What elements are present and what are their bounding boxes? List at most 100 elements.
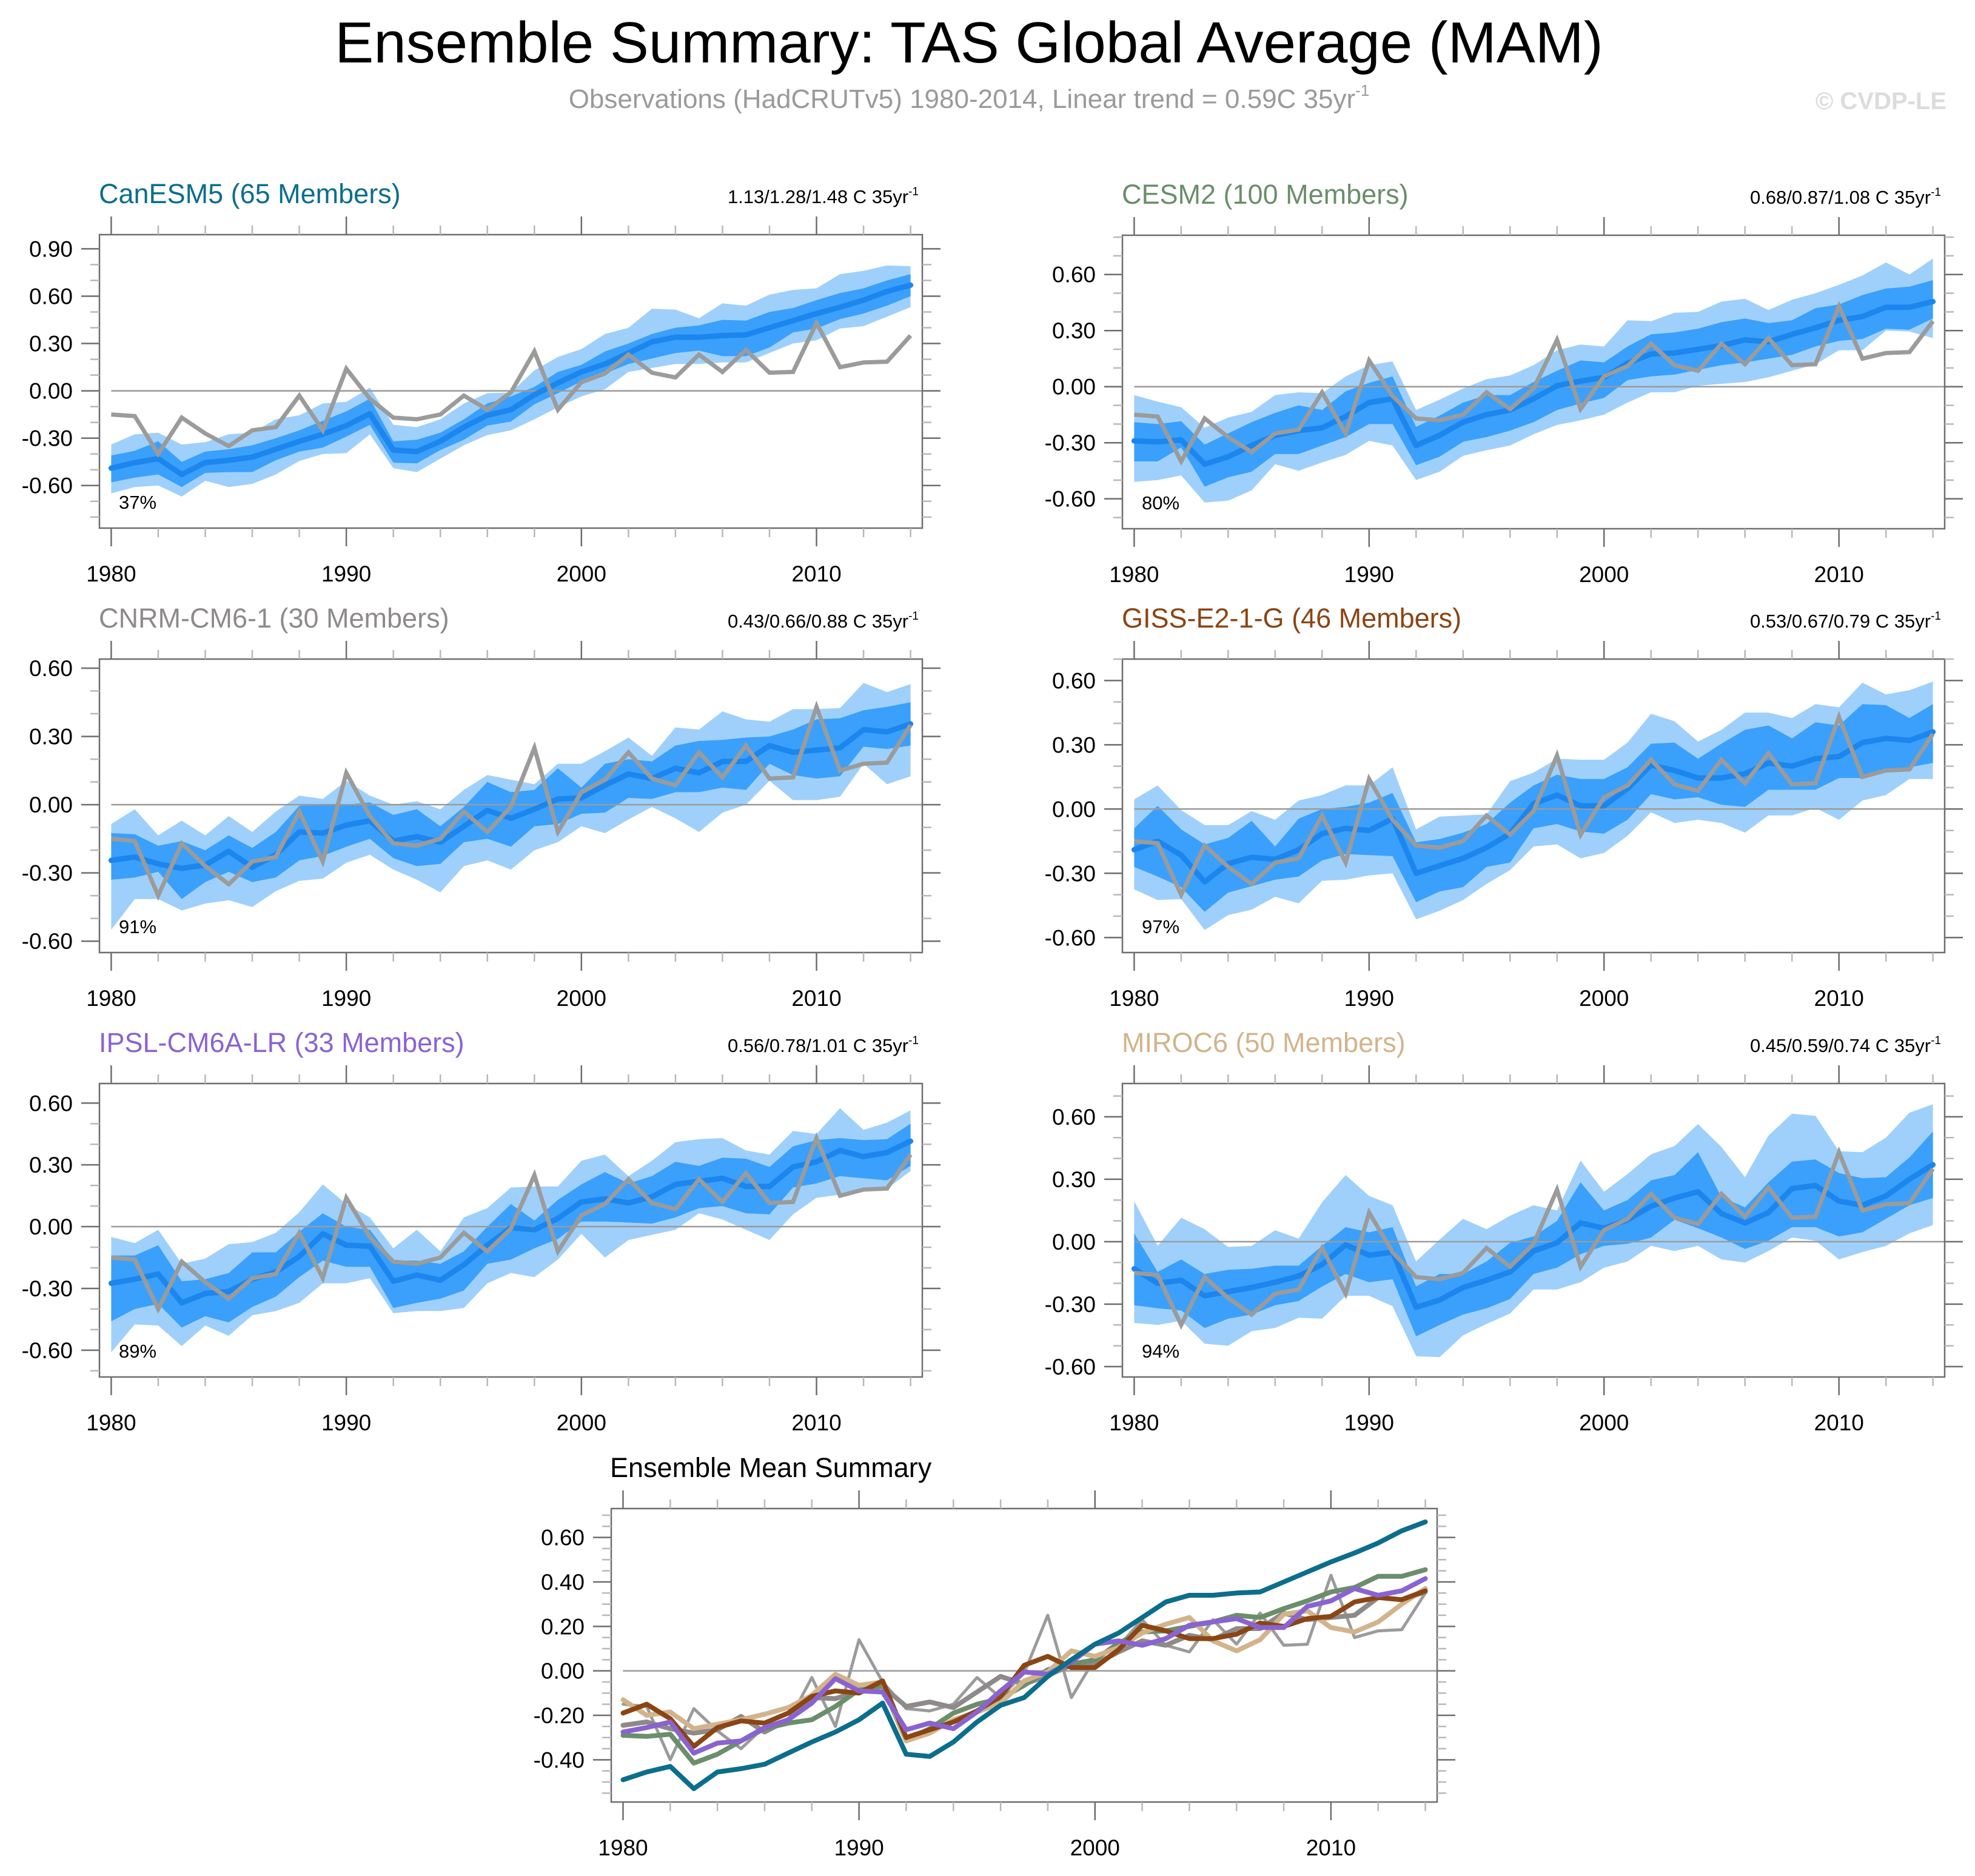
y-tick-label: 0.00 [29, 1214, 73, 1239]
y-tick-label: 0.60 [1052, 263, 1096, 287]
y-tick-label: 0.30 [1052, 732, 1096, 757]
y-tick-label: -0.60 [1045, 925, 1096, 950]
x-tick-label: 1980 [598, 1835, 648, 1860]
x-tick-label: 2010 [1814, 1410, 1864, 1435]
trend-superscript: -1 [1931, 610, 1941, 623]
x-tick-label: 1990 [834, 1835, 884, 1860]
inner-spread-band [1134, 280, 1933, 487]
percent-rank-label: 94% [1142, 1341, 1179, 1362]
x-tick-label: 2010 [791, 1410, 841, 1435]
plot-frame [98, 1082, 924, 1378]
y-tick-label: -0.60 [1045, 487, 1096, 512]
x-tick-label: 1980 [86, 986, 136, 1011]
trend-label: 0.53/0.67/0.79 C 35yr-1 [1750, 610, 1941, 632]
panel-miroc6: MIROC6 (50 Members) 0.45/0.59/0.74 C 35yr… [1045, 1027, 1963, 1435]
y-tick-label: -0.30 [22, 861, 73, 886]
trend-label: 0.68/0.87/1.08 C 35yr-1 [1750, 186, 1941, 208]
percent-rank-label: 80% [1142, 492, 1179, 514]
panel-canesm5: CanESM5 (65 Members) 1.13/1.28/1.48 C 35y… [22, 178, 941, 586]
y-tick-label: -0.30 [1045, 430, 1096, 455]
y-tick-label: 0.00 [1052, 1230, 1096, 1255]
y-tick-label: 0.00 [541, 1659, 585, 1684]
x-tick-label: 1990 [1344, 562, 1394, 587]
x-tick-label: 2000 [1579, 1410, 1629, 1435]
y-tick-label: 0.00 [29, 792, 73, 817]
y-tick-label: 0.30 [29, 332, 73, 357]
y-tick-label: 0.00 [1052, 375, 1096, 400]
y-tick-label: 0.60 [1052, 1105, 1096, 1130]
panel-title: CESM2 (100 Members) [1122, 179, 1409, 210]
plot-frame [98, 233, 924, 529]
x-tick-label: 2000 [557, 561, 606, 586]
plot-area [108, 683, 922, 930]
plot-frame [610, 1507, 1438, 1803]
y-tick-label: 0.20 [541, 1614, 585, 1639]
x-tick-label: 1980 [1109, 562, 1159, 587]
panel-title: Ensemble Mean Summary [610, 1452, 932, 1483]
panel-ipsl-cm6a-lr: IPSL-CM6A-LR (33 Members) 0.56/0.78/1.01 … [22, 1027, 941, 1435]
x-tick-label: 2010 [791, 561, 841, 586]
inner-spread-band [1134, 1131, 1933, 1337]
x-tick-label: 1990 [321, 986, 371, 1011]
x-tick-label: 1980 [86, 1410, 136, 1435]
panel-title: IPSL-CM6A-LR (33 Members) [99, 1027, 464, 1058]
y-tick-label: -0.60 [22, 929, 73, 954]
x-tick-label: 2010 [1814, 562, 1864, 587]
panel-cesm2: CESM2 (100 Members) 0.68/0.87/1.08 C 35yr… [1045, 179, 1963, 587]
trend-superscript: -1 [908, 186, 919, 198]
y-tick-label: 0.60 [29, 1091, 73, 1116]
y-tick-label: 0.30 [29, 725, 73, 749]
trend-label: 0.56/0.78/1.01 C 35yr-1 [728, 1034, 919, 1056]
y-tick-label: -0.20 [534, 1703, 585, 1728]
plot-area [108, 265, 922, 497]
plot-area [1131, 682, 1945, 930]
x-tick-label: 1990 [321, 1410, 371, 1435]
trend-label: 1.13/1.28/1.48 C 35yr-1 [728, 186, 919, 207]
x-tick-label: 2010 [791, 986, 841, 1011]
plot-frame [98, 658, 924, 954]
x-tick-label: 1980 [1109, 1410, 1159, 1435]
plot-area [620, 1519, 1437, 1791]
panel-ensemble-mean-summary: Ensemble Mean Summary 1980 1990 2000 2010 -0.… [534, 1452, 1455, 1860]
trend-value: 1.13/1.28/1.48 C 35yr [728, 186, 908, 207]
y-tick-label: -0.30 [22, 426, 73, 451]
y-tick-label: -0.30 [1045, 1292, 1096, 1317]
percent-rank-label: 89% [119, 1341, 156, 1362]
outer-spread-band [1134, 258, 1933, 503]
inner-spread-band [111, 274, 911, 487]
panels: CanESM5 (65 Members) 1.13/1.28/1.48 C 35y… [22, 178, 1963, 1860]
x-tick-label: 2000 [557, 1410, 606, 1435]
y-tick-label: 0.30 [1052, 1167, 1096, 1192]
summary-line-giss-e2-1-g [620, 1588, 1428, 1749]
copyright-label: © CVDP-LE [1816, 88, 1946, 115]
percent-rank-label: 91% [119, 916, 156, 937]
panel-giss-e2-1-g: GISS-E2-1-G (46 Members) 0.53/0.67/0.79 C… [1045, 603, 1963, 1011]
trend-value: 0.43/0.66/0.88 C 35yr [728, 611, 908, 632]
plot-frame [1121, 234, 1946, 530]
x-tick-label: 1980 [86, 561, 136, 586]
summary-line-canesm5 [620, 1519, 1428, 1791]
y-tick-label: 0.40 [541, 1570, 585, 1595]
y-tick-label: 0.90 [29, 236, 73, 261]
y-tick-label: -0.30 [22, 1276, 73, 1301]
trend-value: 0.53/0.67/0.79 C 35yr [1750, 611, 1931, 632]
trend-superscript: -1 [908, 610, 919, 623]
plot-frame [1121, 658, 1946, 954]
plot-frame [1121, 1082, 1946, 1378]
y-tick-label: -0.30 [1045, 861, 1096, 886]
trend-value: 0.45/0.59/0.74 C 35yr [1750, 1035, 1931, 1056]
panel-cnrm-cm6-1: CNRM-CM6-1 (30 Members) 0.43/0.66/0.88 C … [22, 603, 941, 1011]
trend-label: 0.43/0.66/0.88 C 35yr-1 [728, 610, 919, 632]
x-tick-label: 2010 [1306, 1835, 1356, 1860]
figure-title: Ensemble Summary: TAS Global Average (MA… [335, 10, 1603, 75]
x-tick-label: 2000 [1070, 1835, 1120, 1860]
y-tick-label: 0.60 [1052, 668, 1096, 693]
panel-title: CanESM5 (65 Members) [99, 178, 401, 209]
y-tick-label: 0.60 [541, 1526, 585, 1550]
y-tick-label: -0.60 [22, 1338, 73, 1363]
x-tick-label: 2000 [1579, 562, 1629, 587]
panel-title: MIROC6 (50 Members) [1122, 1027, 1406, 1058]
x-tick-label: 1990 [1344, 986, 1394, 1011]
y-tick-label: 0.30 [29, 1153, 73, 1178]
percent-rank-label: 97% [1142, 916, 1179, 937]
